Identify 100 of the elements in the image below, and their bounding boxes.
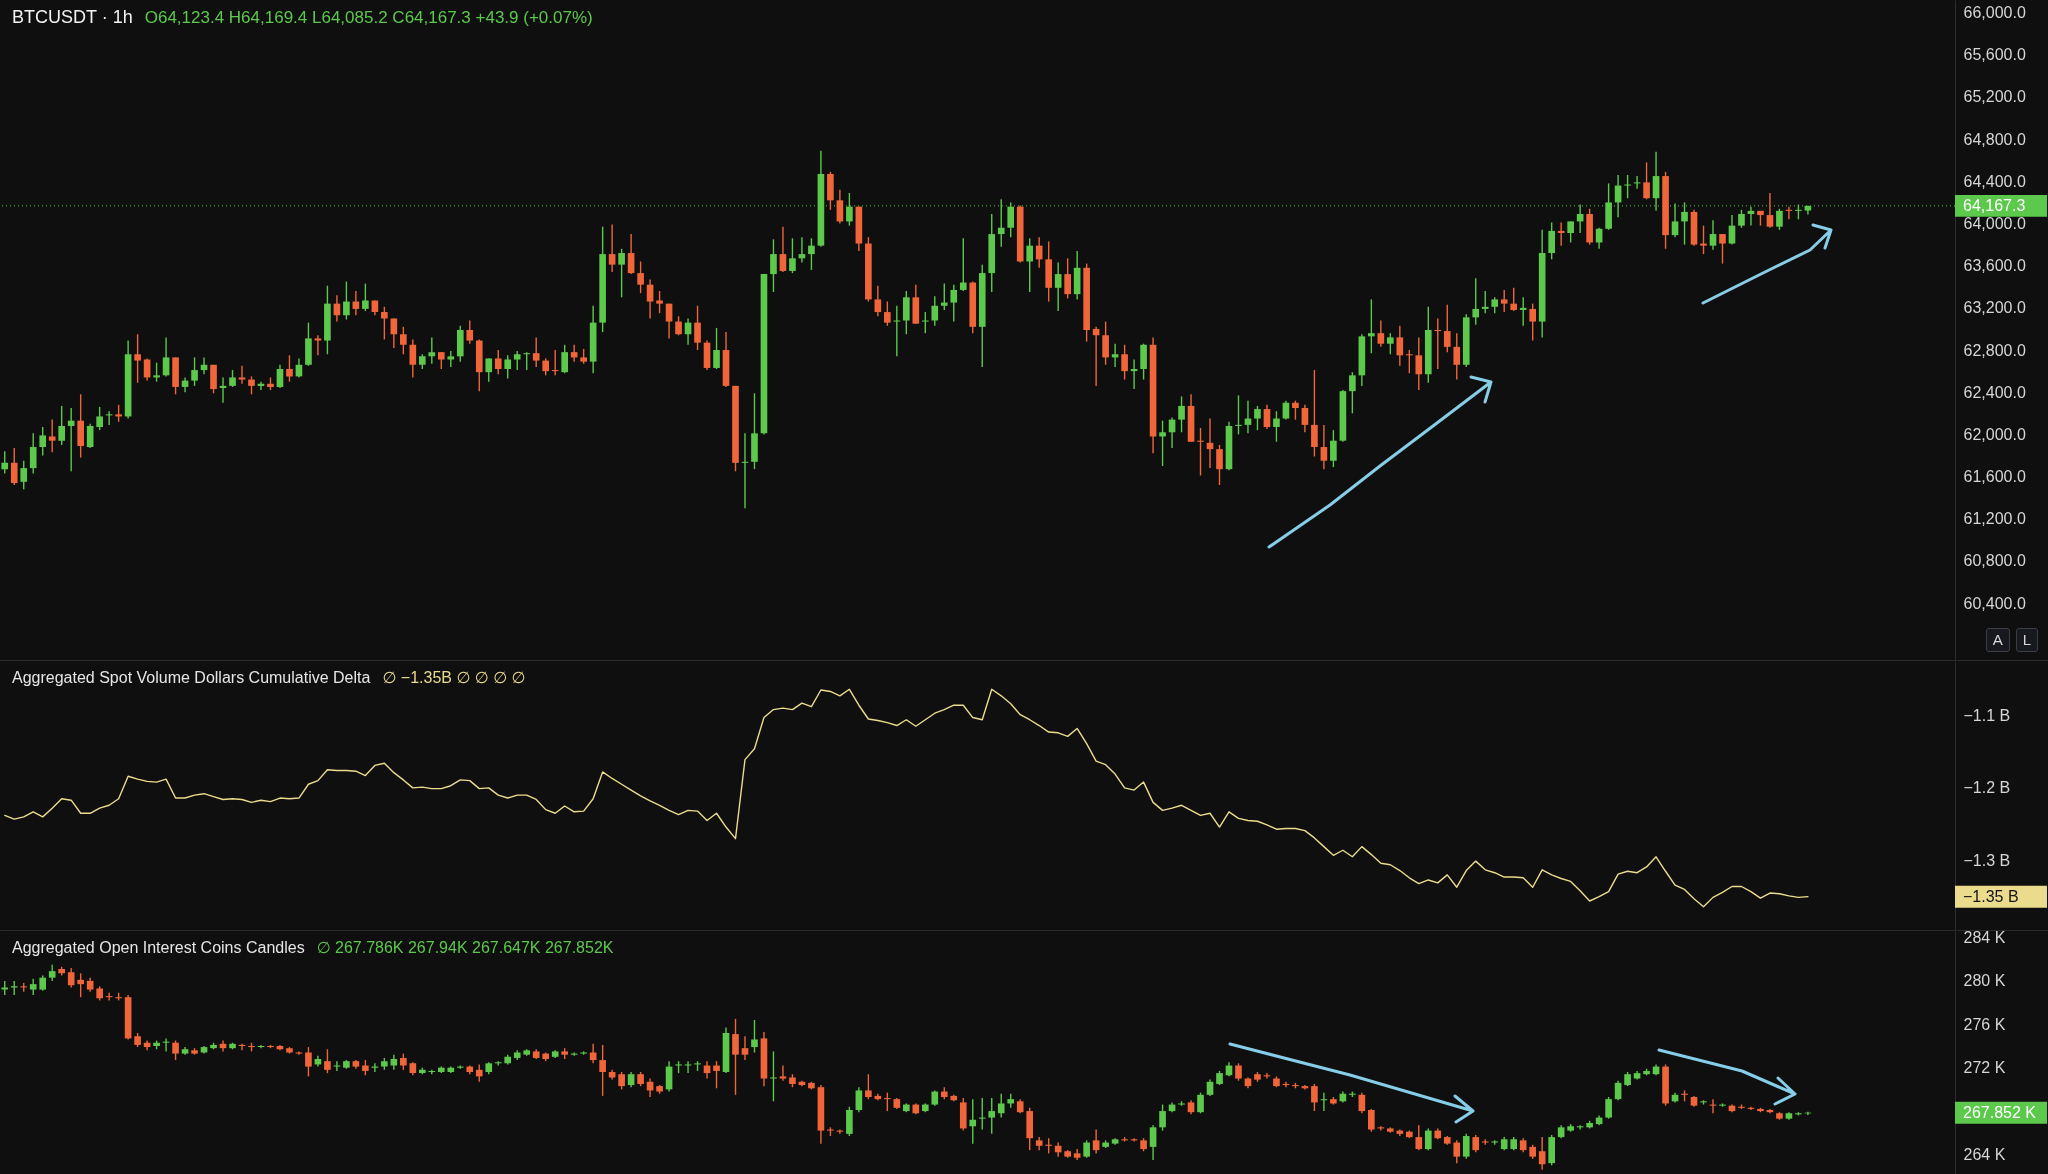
candlestick — [1254, 405, 1261, 431]
candlestick — [1643, 161, 1650, 200]
candlestick — [1434, 317, 1442, 370]
y-tick-label: 63,600.0 — [1963, 257, 2026, 275]
candlestick — [1472, 277, 1480, 326]
candlestick — [1368, 1108, 1375, 1133]
text: L — [2015, 628, 2038, 652]
candlestick — [1320, 424, 1328, 470]
candlestick — [1453, 332, 1461, 381]
candlestick — [1102, 320, 1109, 366]
candlestick — [153, 361, 160, 383]
candlestick — [779, 1064, 787, 1082]
candlestick — [305, 1046, 312, 1078]
candlestick — [1776, 208, 1783, 231]
candlestick — [675, 315, 682, 336]
candlestick — [751, 1019, 758, 1054]
candlestick — [504, 354, 512, 380]
candlestick — [1605, 1096, 1612, 1120]
candlestick — [1415, 336, 1423, 391]
candlestick — [513, 350, 521, 371]
candlestick — [1273, 410, 1280, 443]
candlestick — [1719, 233, 1726, 265]
candlestick — [1481, 290, 1489, 314]
candlestick — [381, 306, 388, 341]
candlestick — [931, 295, 939, 327]
candlestick — [665, 302, 673, 340]
candlestick — [808, 237, 815, 271]
candlestick — [1368, 298, 1375, 354]
candlestick — [1567, 220, 1574, 244]
y-tick-label: −1.2 B — [1963, 779, 2011, 797]
candlestick — [1700, 224, 1707, 255]
candlestick — [1396, 325, 1404, 367]
candlestick — [1415, 1124, 1423, 1151]
candlestick — [741, 1035, 749, 1061]
y-tick-label: 64,800.0 — [1963, 130, 2026, 148]
candlestick — [1548, 221, 1555, 261]
y-tick-label: 62,400.0 — [1963, 383, 2026, 401]
candlestick — [29, 432, 37, 475]
candlestick — [836, 189, 844, 225]
candlestick — [1510, 287, 1518, 312]
candlestick — [1178, 395, 1185, 433]
candlestick — [286, 354, 293, 383]
candlestick — [1197, 1091, 1204, 1114]
candlestick — [1462, 1133, 1470, 1160]
text: ∅ 267.786K 267.94K 267.647K 267.852K — [316, 939, 614, 956]
candlestick — [58, 405, 66, 446]
candlestick — [694, 305, 701, 351]
candlestick — [637, 260, 644, 294]
candlestick — [67, 967, 75, 989]
candlestick — [1766, 192, 1774, 229]
candlestick — [1728, 214, 1736, 246]
candlestick — [324, 1048, 331, 1074]
chart-title: BTCUSDT · 1h — [12, 7, 133, 27]
candlestick — [96, 406, 103, 431]
candlestick — [1054, 261, 1062, 312]
line-series — [4, 688, 1809, 908]
candlestick — [846, 1106, 853, 1137]
candlestick — [1026, 237, 1034, 293]
candlestick — [969, 1098, 977, 1145]
candlestick — [1529, 302, 1536, 342]
candlestick — [1624, 174, 1631, 199]
candlestick — [1216, 444, 1223, 486]
candlestick — [779, 225, 787, 273]
y-tick-label: 284 K — [1963, 929, 2006, 947]
candlestick — [400, 326, 407, 355]
candlestick — [1519, 296, 1527, 327]
candlestick — [978, 1097, 986, 1131]
candlestick — [884, 300, 891, 327]
text: O64,123.4 H64,169.4 L64,085.2 C64,167.3 +43.9 (+0.07%) — [144, 8, 593, 27]
candlestick — [1405, 349, 1413, 374]
text: Aggregated Spot Volume Dollars Cumulative Delta — [12, 669, 371, 686]
candlestick — [1311, 1083, 1318, 1112]
y-tick-label: 64,400.0 — [1963, 172, 2026, 190]
candlestick — [1292, 399, 1299, 421]
candlestick — [732, 1018, 739, 1096]
candlestick — [770, 1050, 777, 1103]
candlestick — [1387, 332, 1394, 355]
candlestick — [1424, 1127, 1432, 1151]
candlestick — [485, 357, 493, 383]
y-tick-label: −1.1 B — [1963, 706, 2011, 724]
candlestick — [48, 418, 56, 453]
candlestick — [1149, 1124, 1157, 1161]
candlestick — [362, 282, 369, 312]
candlestick — [1538, 1136, 1546, 1171]
candlestick — [884, 1091, 891, 1112]
candlestick — [428, 336, 436, 365]
candlestick — [1035, 236, 1043, 269]
candlestick — [1349, 371, 1356, 414]
y-tick-label: 62,800.0 — [1963, 341, 2026, 359]
candlestick — [1671, 202, 1679, 238]
candlestick — [599, 1044, 606, 1097]
candlestick — [770, 238, 777, 293]
candlestick — [713, 1060, 720, 1089]
candlestick — [608, 223, 616, 273]
y-tick-label: 276 K — [1963, 1015, 2006, 1033]
candlestick — [1092, 1128, 1100, 1155]
candlestick — [238, 365, 246, 385]
candlestick — [1197, 427, 1204, 477]
candlestick — [1282, 399, 1290, 421]
candlestick — [1301, 404, 1309, 433]
